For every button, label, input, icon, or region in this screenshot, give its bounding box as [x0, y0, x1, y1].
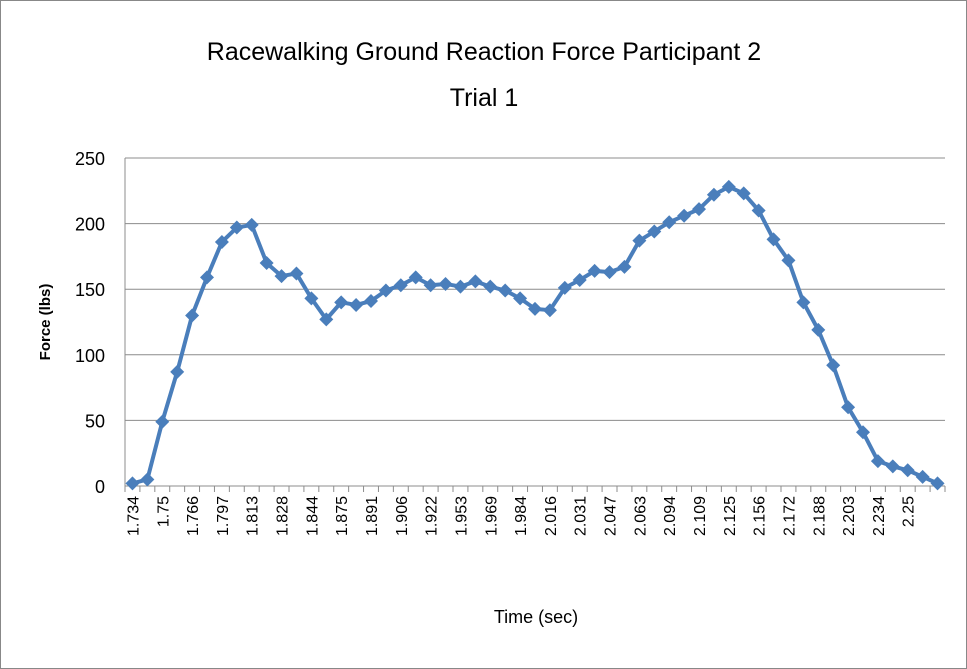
x-tick-label: 2.172 [781, 496, 798, 536]
y-tick-label: 200 [75, 215, 105, 235]
x-tick-label: 1.734 [125, 496, 142, 536]
marker [393, 278, 408, 293]
marker [900, 463, 915, 478]
x-tick-label: 2.047 [603, 496, 620, 536]
marker [274, 269, 289, 284]
marker [244, 217, 259, 232]
marker [125, 476, 140, 491]
marker [885, 459, 900, 474]
y-tick-label: 100 [75, 346, 105, 366]
x-tick-label: 1.828 [275, 496, 292, 536]
marker [721, 179, 736, 194]
x-tick-label: 1.984 [513, 496, 530, 536]
marker [811, 322, 826, 337]
marker [662, 215, 677, 230]
marker [259, 255, 274, 270]
marker [214, 234, 229, 249]
x-tick-label: 2.188 [811, 496, 828, 536]
marker [483, 279, 498, 294]
marker [796, 295, 811, 310]
x-tick-label: 2.063 [632, 496, 649, 536]
x-tick-label: 2.016 [543, 496, 560, 536]
marker [617, 259, 632, 274]
marker [557, 280, 572, 295]
y-tick-label: 250 [75, 149, 105, 169]
marker [930, 476, 945, 491]
marker [304, 291, 319, 306]
x-tick-label: 1.969 [483, 496, 500, 536]
x-tick-label: 2.234 [871, 496, 888, 536]
marker [528, 301, 542, 316]
x-tick-label: 1.844 [304, 496, 321, 536]
x-tick-label: 2.203 [841, 496, 858, 536]
marker [572, 273, 587, 288]
x-tick-label: 2.25 [901, 496, 918, 527]
x-tick-label: 2.156 [752, 496, 769, 536]
marker [423, 278, 438, 293]
marker [408, 270, 423, 285]
marker [870, 454, 885, 469]
marker [692, 202, 706, 217]
x-axis-label: Time (sec) [494, 607, 578, 627]
x-tick-label: 1.891 [364, 496, 381, 536]
y-tick-label: 0 [95, 477, 105, 497]
x-tick-label: 1.953 [453, 496, 470, 536]
marker [468, 274, 483, 289]
x-tick-label: 1.766 [185, 496, 202, 536]
marker [155, 414, 170, 429]
x-tick-label: 2.094 [662, 496, 679, 536]
marker [856, 425, 870, 440]
marker [200, 270, 214, 285]
x-tick-label: 1.813 [245, 496, 262, 536]
marker [364, 294, 378, 309]
marker [140, 472, 155, 487]
marker [915, 469, 930, 484]
marker [289, 266, 304, 281]
marker [841, 400, 856, 415]
y-axis-label: Force (lbs) [37, 284, 54, 361]
x-tick-label: 2.109 [692, 496, 709, 536]
x-tick-label: 2.125 [722, 496, 739, 536]
marker [378, 283, 393, 298]
x-tick-label: 1.797 [215, 496, 232, 536]
marker [602, 265, 617, 280]
marker [229, 220, 244, 235]
marker [319, 312, 334, 327]
marker [587, 263, 602, 278]
marker [170, 364, 185, 379]
y-tick-label: 150 [75, 280, 105, 300]
x-tick-label: 1.875 [334, 496, 351, 536]
marker [826, 358, 841, 373]
marker [781, 253, 796, 268]
marker [677, 208, 692, 223]
marker [349, 297, 364, 312]
x-tick-label: 2.031 [573, 496, 590, 536]
marker [185, 308, 200, 323]
x-tick-label: 1.906 [394, 496, 411, 536]
y-tick-label: 50 [85, 411, 105, 431]
marker [542, 303, 557, 318]
marker [334, 295, 349, 310]
marker [632, 233, 647, 248]
marker [751, 203, 766, 218]
chart-title: Trial 1 [450, 84, 519, 112]
marker [513, 291, 528, 306]
x-tick-label: 1.75 [155, 496, 172, 527]
marker [453, 279, 468, 294]
marker [736, 186, 751, 201]
x-tick-label: 1.922 [424, 496, 441, 536]
marker [498, 283, 513, 298]
marker [706, 187, 721, 202]
marker [766, 232, 781, 247]
chart-title: Racewalking Ground Reaction Force Partic… [207, 38, 761, 66]
marker [438, 276, 453, 291]
marker [647, 224, 662, 239]
